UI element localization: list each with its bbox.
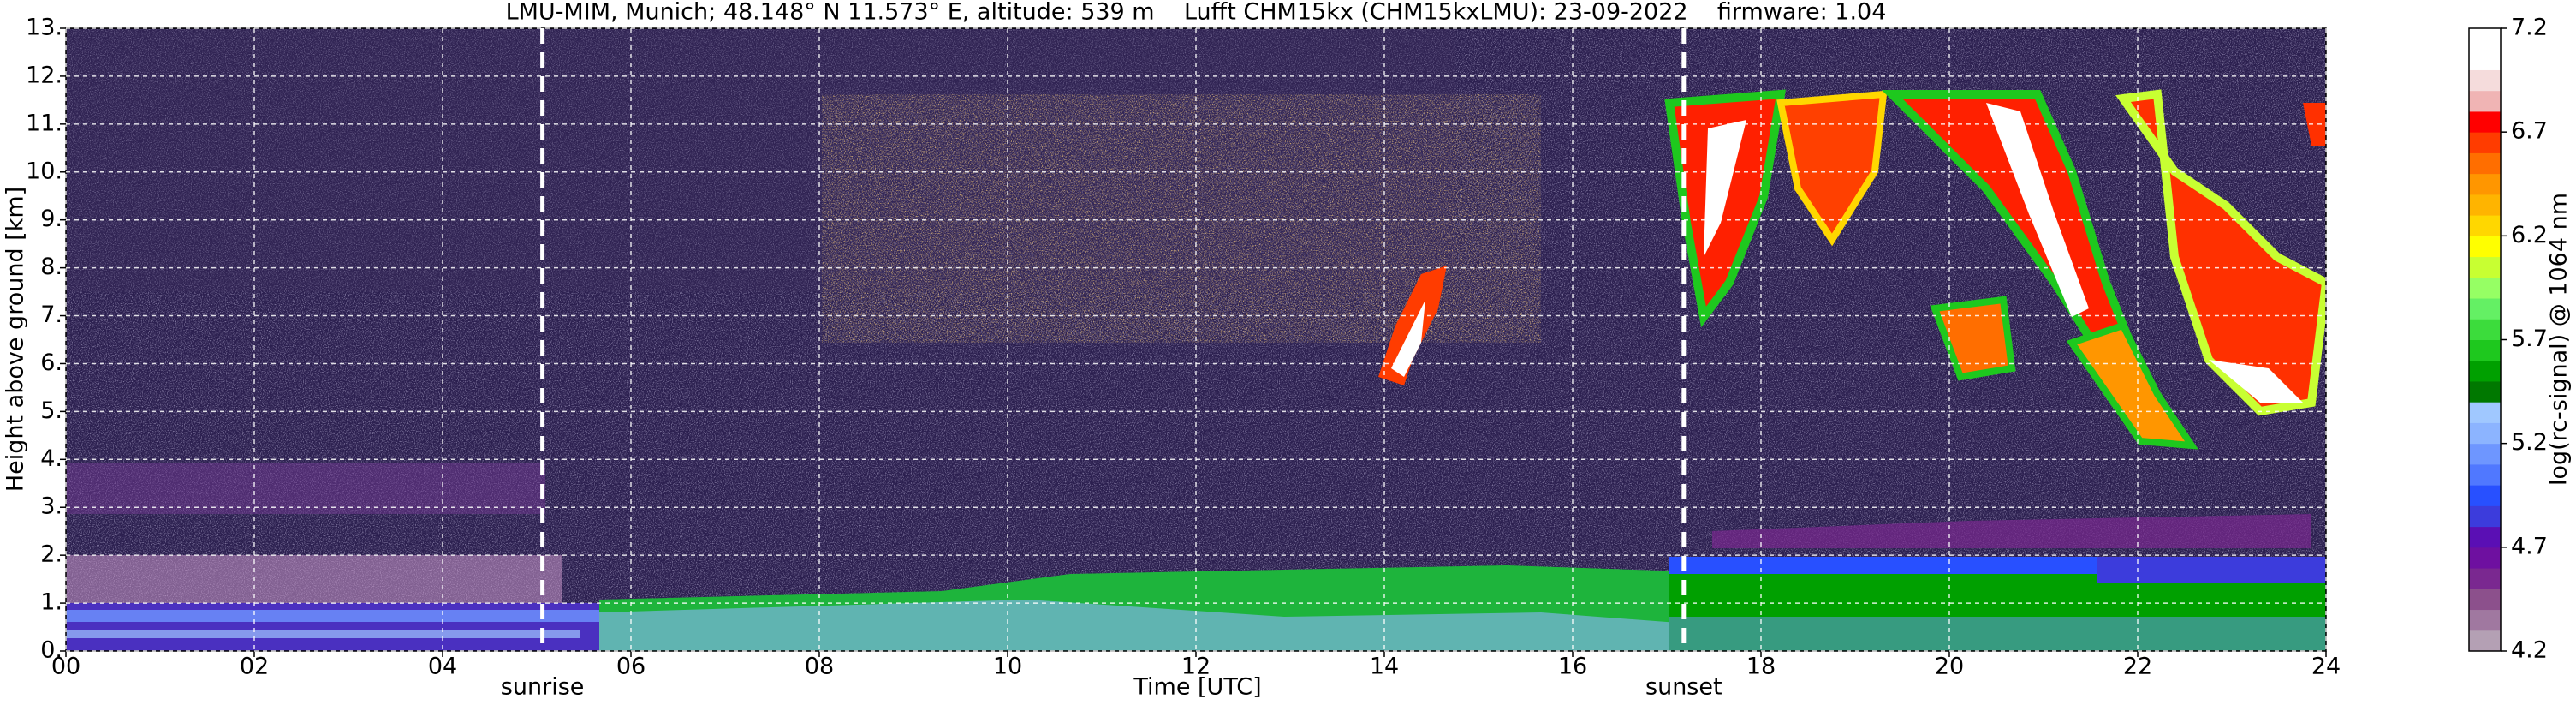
y-tick-label: 2. — [40, 541, 62, 568]
x-tick-label: 14 — [1370, 654, 1399, 680]
y-tick-label: 3. — [40, 493, 62, 520]
x-tick-label: 04 — [428, 654, 457, 680]
colorbar-level — [2469, 463, 2501, 486]
y-tick-label: 5. — [40, 397, 62, 424]
colorbar-level — [2469, 236, 2501, 258]
x-tick-label: 02 — [240, 654, 269, 680]
colorbar-level — [2469, 547, 2501, 569]
colorbar-level — [2469, 568, 2501, 589]
colorbar-level — [2469, 28, 2501, 50]
annotation-label: sunset — [1645, 674, 1722, 701]
chart-title: LMU-MIM, Munich; 48.148° N 11.573° E, al… — [506, 0, 1887, 26]
colorbar-level — [2469, 360, 2501, 382]
colorbar-level — [2469, 609, 2501, 631]
x-tick-label: 20 — [1935, 654, 1964, 680]
y-tick-label: 11. — [26, 110, 62, 136]
colorbar-tick-label: 4.2 — [2511, 637, 2548, 664]
x-tick-label: 18 — [1746, 654, 1776, 680]
colorbar-tick-label: 6.2 — [2511, 222, 2548, 248]
colorbar-level — [2469, 90, 2501, 112]
x-tick-label: 06 — [616, 654, 645, 680]
colorbar-level — [2469, 194, 2501, 216]
y-tick-label: 0. — [40, 637, 62, 664]
colorbar-tick-label: 5.7 — [2511, 326, 2548, 352]
colorbar-level — [2469, 443, 2501, 465]
colorbar-level — [2469, 298, 2501, 320]
colorbar-level — [2469, 173, 2501, 195]
x-axis-label: Time [UTC] — [1133, 674, 1261, 701]
y-tick-label: 7. — [40, 302, 62, 328]
colorbar-level — [2469, 132, 2501, 153]
heatmap-image — [66, 28, 2326, 651]
colorbar-level — [2469, 505, 2501, 528]
colorbar-level — [2469, 111, 2501, 133]
y-tick-label: 6. — [40, 350, 62, 376]
annotation-label: sunrise — [501, 674, 585, 701]
x-tick-label: 00 — [51, 654, 80, 680]
x-tick-label: 24 — [2311, 654, 2341, 680]
colorbar-level — [2469, 152, 2501, 175]
colorbar-level — [2469, 49, 2501, 70]
colorbar-level — [2469, 589, 2501, 611]
colorbar-level — [2469, 402, 2501, 423]
colorbar-level — [2469, 69, 2501, 92]
colorbar-level — [2469, 215, 2501, 236]
colorbar-level — [2469, 485, 2501, 506]
y-tick-label: 13. — [26, 15, 62, 41]
colorbar-level — [2469, 380, 2501, 403]
colorbar-tick-label: 4.7 — [2511, 533, 2548, 559]
colorbar-tick-label: 7.2 — [2511, 15, 2548, 41]
y-tick-label: 1. — [40, 589, 62, 616]
y-tick-label: 9. — [40, 206, 62, 232]
colorbar-tick-label: 6.7 — [2511, 118, 2548, 145]
x-tick-label: 16 — [1558, 654, 1587, 680]
y-tick-label: 4. — [40, 445, 62, 472]
x-tick-label: 12 — [1181, 654, 1211, 680]
x-tick-label: 10 — [993, 654, 1022, 680]
colorbar-level — [2469, 339, 2501, 361]
colorbar-label: log(rc-signal) @ 1064 nm — [2546, 193, 2573, 486]
colorbar-level — [2469, 422, 2501, 445]
colorbar-level — [2469, 256, 2501, 278]
colorbar-level — [2469, 630, 2501, 652]
y-axis-label: Height above ground [km] — [3, 187, 29, 492]
x-tick-label: 08 — [805, 654, 834, 680]
colorbar-level — [2469, 526, 2501, 548]
y-tick-label: 10. — [26, 158, 62, 184]
y-tick-label: 12. — [26, 62, 62, 88]
x-tick-label: 22 — [2123, 654, 2152, 680]
colorbar-level — [2469, 277, 2501, 299]
y-tick-label: 8. — [40, 254, 62, 280]
colorbar-level — [2469, 319, 2501, 340]
colorbar-tick-label: 5.2 — [2511, 429, 2548, 456]
